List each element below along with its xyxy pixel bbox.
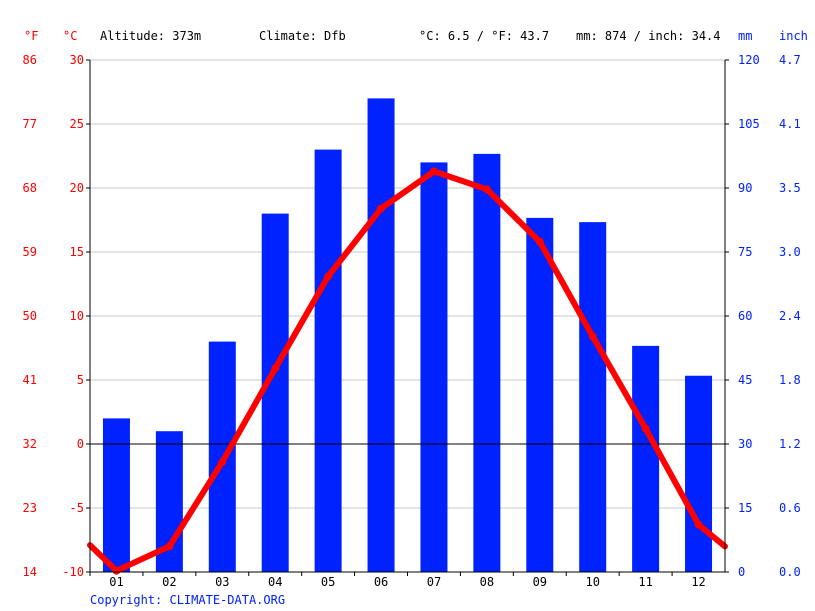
month-tick-label: 06 — [374, 575, 388, 589]
temperature-line — [87, 168, 728, 574]
inch-tick-label: 2.4 — [779, 309, 801, 323]
temperature-point — [324, 272, 333, 281]
mm-tick-label: 90 — [738, 181, 752, 195]
precipitation-bar — [420, 162, 448, 572]
celsius-tick-label: 15 — [70, 245, 84, 259]
temperature-point — [377, 204, 386, 213]
month-tick-label: 02 — [162, 575, 176, 589]
mm-tick-label: 30 — [738, 437, 752, 451]
celsius-tick-label: 30 — [70, 53, 84, 67]
gridlines — [90, 59, 725, 573]
fahrenheit-tick-label: 77 — [23, 117, 37, 131]
precipitation-bar — [314, 149, 342, 572]
month-tick-label: 04 — [268, 575, 282, 589]
mm-tick-label: 60 — [738, 309, 752, 323]
mm-tick-label: 45 — [738, 373, 752, 387]
climate-label: Climate: Dfb — [259, 29, 346, 43]
month-tick-label: 03 — [215, 575, 229, 589]
fahrenheit-tick-label: 68 — [23, 181, 37, 195]
total-precipitation-label: mm: 874 / inch: 34.4 — [576, 29, 721, 43]
fahrenheit-tick-label: 50 — [23, 309, 37, 323]
precipitation-bar — [685, 375, 713, 572]
precipitation-bar — [261, 213, 289, 572]
precipitation-bar — [526, 217, 554, 572]
unit-mm-label: mm — [738, 29, 752, 43]
month-tick-label: 10 — [585, 575, 599, 589]
celsius-tick-label: 25 — [70, 117, 84, 131]
month-tick-label: 11 — [638, 575, 652, 589]
temperature-point — [694, 520, 703, 529]
inch-tick-label: 1.8 — [779, 373, 801, 387]
month-tick-label: 09 — [533, 575, 547, 589]
temperature-point — [482, 185, 491, 194]
temperature-point — [165, 542, 174, 551]
month-tick-label: 07 — [427, 575, 441, 589]
temperature-point — [218, 457, 227, 466]
unit-celsius-label: °C — [63, 29, 77, 43]
celsius-tick-label: 0 — [77, 437, 84, 451]
fahrenheit-tick-label: 59 — [23, 245, 37, 259]
fahrenheit-tick-label: 32 — [23, 437, 37, 451]
celsius-tick-label: -10 — [62, 565, 84, 579]
temperature-point — [271, 364, 280, 373]
temperature-point — [535, 237, 544, 246]
mm-tick-label: 15 — [738, 501, 752, 515]
inch-tick-label: 0.0 — [779, 565, 801, 579]
mm-tick-label: 120 — [738, 53, 760, 67]
month-tick-label: 12 — [691, 575, 705, 589]
copyright-text: Copyright: CLIMATE-DATA.ORG — [90, 593, 285, 607]
temperature-point — [588, 332, 597, 341]
precipitation-bar — [367, 98, 395, 573]
precipitation-bar — [632, 345, 660, 572]
celsius-tick-label: 20 — [70, 181, 84, 195]
celsius-tick-label: -5 — [70, 501, 84, 515]
inch-tick-label: 4.1 — [779, 117, 801, 131]
mm-tick-label: 105 — [738, 117, 760, 131]
mm-tick-label: 0 — [738, 565, 745, 579]
unit-fahrenheit-label: °F — [24, 29, 38, 43]
inch-tick-label: 1.2 — [779, 437, 801, 451]
fahrenheit-tick-label: 41 — [23, 373, 37, 387]
temperature-point — [429, 167, 438, 176]
inch-tick-label: 0.6 — [779, 501, 801, 515]
fahrenheit-tick-label: 14 — [23, 565, 37, 579]
temperature-point — [112, 566, 121, 575]
average-temperature-label: °C: 6.5 / °F: 43.7 — [419, 29, 549, 43]
inch-tick-label: 3.5 — [779, 181, 801, 195]
temperature-point — [641, 424, 650, 433]
temperature-line-layer — [87, 167, 728, 575]
fahrenheit-tick-label: 86 — [23, 53, 37, 67]
fahrenheit-tick-label: 23 — [23, 501, 37, 515]
precipitation-bar — [579, 222, 607, 572]
precipitation-bar — [102, 418, 130, 572]
inch-tick-label: 4.7 — [779, 53, 801, 67]
celsius-tick-label: 10 — [70, 309, 84, 323]
axes — [86, 59, 729, 576]
unit-inch-label: inch — [779, 29, 808, 43]
celsius-tick-label: 5 — [77, 373, 84, 387]
month-tick-label: 05 — [321, 575, 335, 589]
inch-tick-label: 3.0 — [779, 245, 801, 259]
precipitation-bar — [473, 153, 501, 572]
altitude-label: Altitude: 373m — [100, 29, 201, 43]
month-tick-label: 01 — [109, 575, 123, 589]
mm-tick-label: 75 — [738, 245, 752, 259]
tick-labels: 86 30 120 4.777 25 105 4.168 20 90 3.559 15 75 3.050… — [23, 53, 801, 589]
month-tick-label: 08 — [480, 575, 494, 589]
